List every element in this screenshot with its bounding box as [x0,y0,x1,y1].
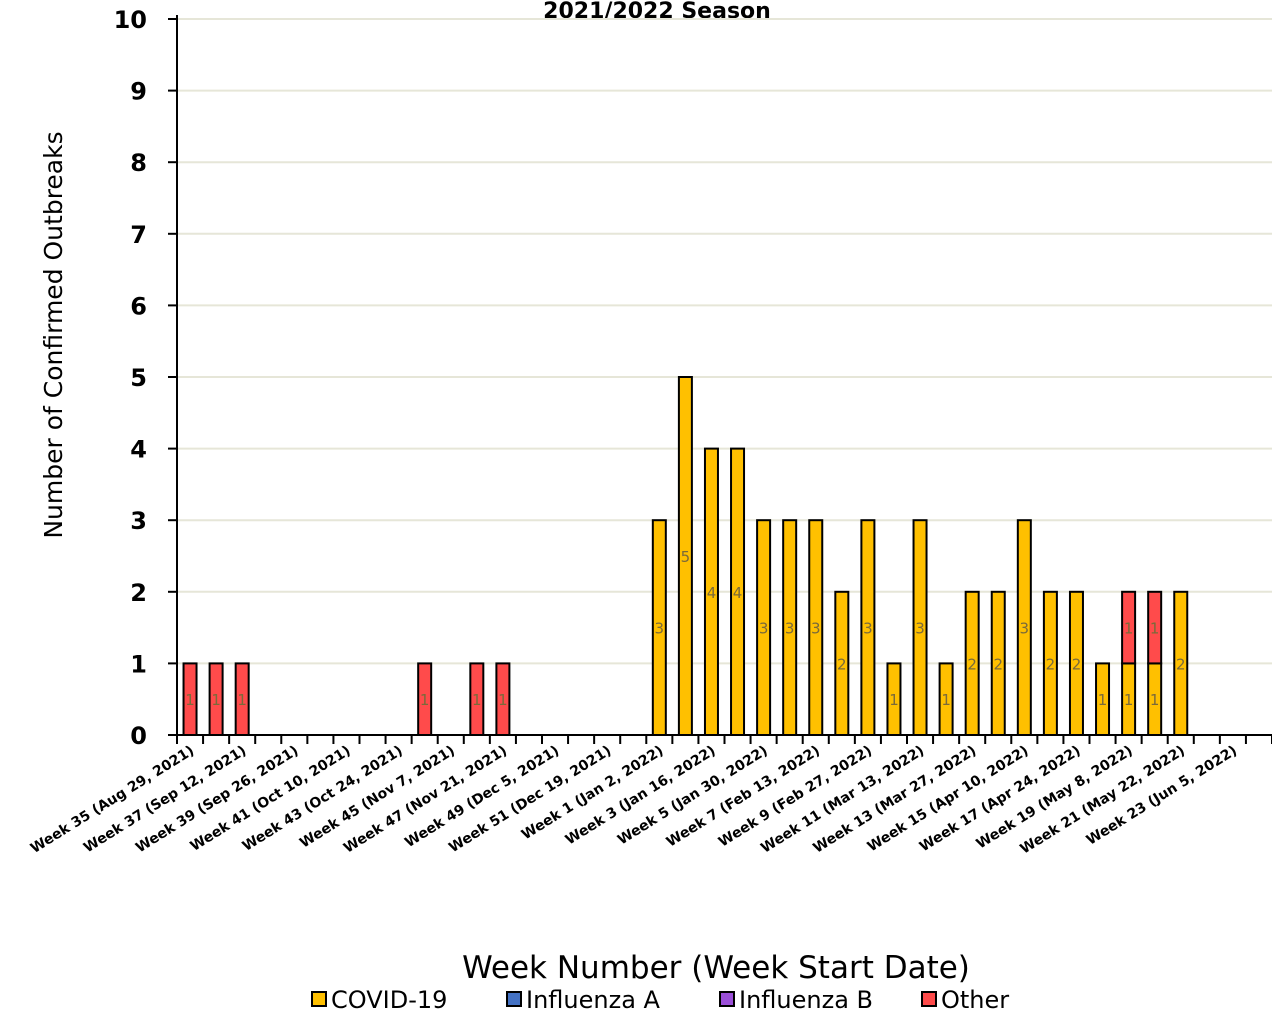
bar-segment [1121,590,1137,665]
y-tick-label: 9 [130,78,147,106]
legend-swatch [506,991,522,1007]
bar-value-label: 5 [681,548,691,566]
bar-value-label: 3 [811,620,821,638]
bar-value-label: 1 [1124,691,1134,709]
y-tick-label: 0 [130,722,147,750]
bar-value-label: 3 [785,620,795,638]
legend-label: Other [941,986,1009,1014]
y-tick-label: 4 [130,436,147,464]
bar-value-label: 3 [1020,620,1030,638]
gridlines [177,18,1272,665]
bar-value-label: 2 [1072,655,1082,673]
bar-value-label: 1 [185,691,195,709]
bar-value-label: 1 [472,691,482,709]
bar-value-label: 1 [1150,620,1160,638]
axes [176,15,1272,736]
y-tick-label: 7 [130,221,147,249]
bar-value-label: 2 [837,655,847,673]
bar-value-label: 1 [1124,620,1134,638]
bar-value-label: 1 [889,691,899,709]
legend-label: Influenza B [739,986,873,1014]
bar-value-label: 4 [733,584,743,602]
bar-value-label: 3 [863,620,873,638]
y-tick-label: 1 [130,650,147,678]
y-tick-label: 10 [114,6,147,34]
legend-swatch [921,991,937,1007]
legend-label: COVID-19 [331,986,447,1014]
x-axis-ticks: Week 35 (Aug 29, 2021)Week 37 (Sep 12, 2… [28,735,1272,858]
bar-value-label: 4 [707,584,717,602]
bars [182,376,1189,737]
y-tick-label: 5 [130,364,147,392]
bar-value-label: 1 [211,691,221,709]
bar-segment [1147,590,1163,665]
bar-value-label: 1 [420,691,430,709]
bar-value-label: 2 [1176,655,1186,673]
x-axis-label: Week Number (Week Start Date) [462,950,970,986]
bar-value-label: 1 [941,691,951,709]
bar-value-label: 3 [759,620,769,638]
chart-title: 2021/2022 Season [543,0,771,24]
bar-value-label: 3 [655,620,665,638]
bar-value-label: 1 [1150,691,1160,709]
legend-label: Influenza A [526,986,661,1014]
bar-value-label: 1 [498,691,508,709]
y-tick-label: 8 [130,149,147,177]
legend-swatch [311,991,327,1007]
bar-value-label: 2 [993,655,1003,673]
legend: COVID-19 Influenza A Influenza B Other [311,986,1009,1014]
bar-value-label: 2 [967,655,977,673]
bar-value-label: 2 [1046,655,1056,673]
legend-swatch [719,991,735,1007]
bar-value-label: 1 [1098,691,1108,709]
y-axis-ticks: 0 1 2 3 4 5 6 7 8 9 10 [114,6,177,750]
y-tick-label: 2 [130,579,147,607]
y-axis-label: Number of Confirmed Outbreaks [39,131,68,538]
bar-value-label: 1 [237,691,247,709]
y-tick-label: 3 [130,507,147,535]
y-tick-label: 6 [130,292,147,320]
bar-value-label: 3 [915,620,925,638]
